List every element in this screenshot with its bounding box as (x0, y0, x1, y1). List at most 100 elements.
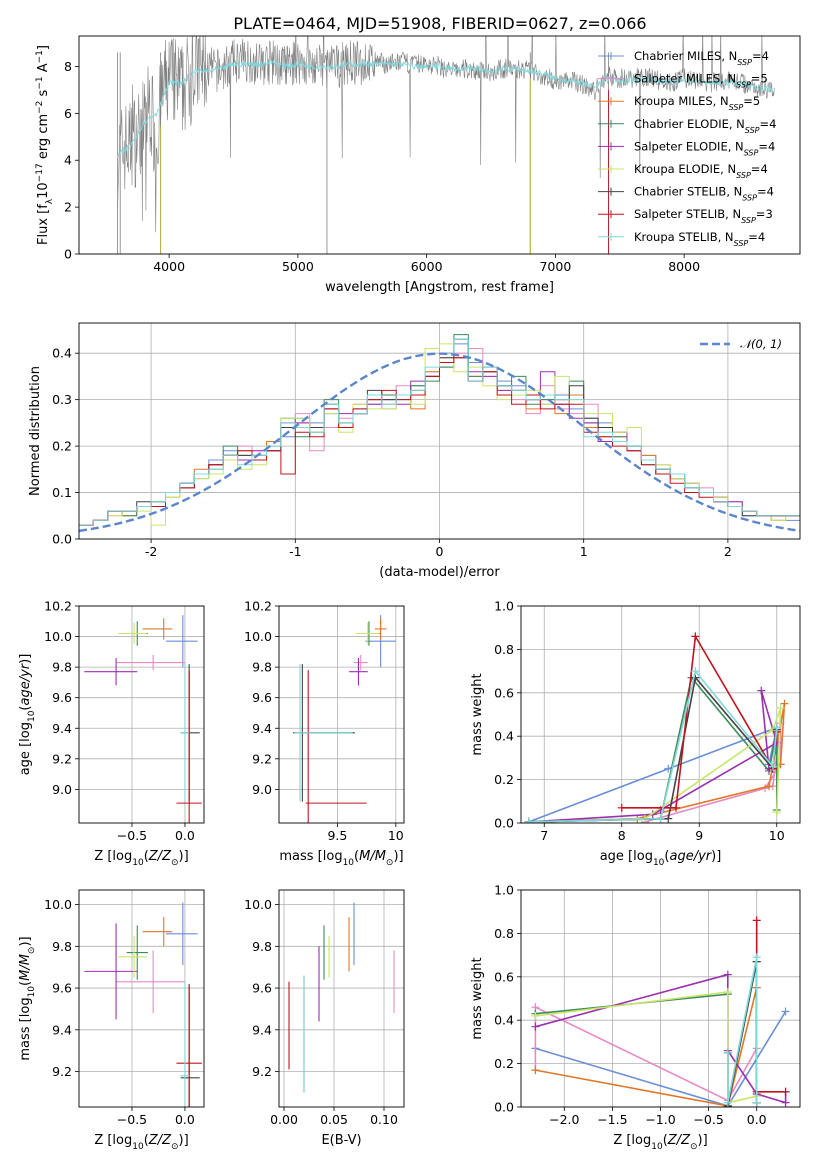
error-cross (165, 902, 198, 966)
error-cross (180, 664, 190, 802)
x-tick-label: −0.5 (117, 1112, 147, 1127)
y-tick-label: 10.0 (44, 897, 72, 912)
y-tick-label: 9.2 (252, 751, 272, 766)
x-tick-label: 9.5 (327, 828, 347, 843)
y-tick-label: 0.3 (52, 392, 72, 407)
y-tick-label: 10.0 (244, 897, 272, 912)
y-tick-label: 10.2 (244, 599, 272, 614)
axes-frame (78, 605, 205, 824)
y-tick-label: 9.0 (52, 782, 72, 797)
x-tick-label: 0.00 (270, 1112, 298, 1127)
y-tick-label: 9.2 (52, 751, 72, 766)
error-cross (142, 618, 173, 640)
y-tick-label: 4 (64, 153, 72, 168)
plot-area-spectrum (117, 36, 775, 254)
y-tick-label: 9.4 (52, 721, 72, 736)
weight-marker (765, 782, 773, 791)
weight-line (528, 690, 778, 823)
y-tick-label: 10.0 (244, 629, 272, 644)
error-cross (118, 935, 147, 978)
y-tick-label: 9.8 (252, 939, 272, 954)
x-tick-label: −2.0 (549, 1112, 579, 1127)
x-tick-label: 7 (540, 828, 548, 843)
panel-residuals: -2 -1 0 1 2 0.0 0.1 0.2 0.3 0.4 (data-model)/error… (28, 322, 801, 580)
weight-marker (723, 970, 732, 979)
x-axis-label: mass [log10(M/M⊙)] (279, 849, 403, 868)
weight-marker (781, 1007, 790, 1016)
x-tick-label: 7000 (539, 259, 571, 274)
y-tick-label: 0.0 (52, 532, 72, 547)
legend-nssp: 4 (768, 139, 775, 153)
x-axis-label: Z [log10(Z/Z⊙)] (94, 1133, 188, 1152)
legend-entry: Salpeter STELIB, NSSP=3 (634, 207, 773, 225)
y-axis-label: Flux [fλ10−17 erg cm−2 s−1 A−1] (35, 45, 55, 245)
weight-marker (531, 1022, 540, 1031)
y-tick-label: 10.2 (44, 599, 72, 614)
histogram-step (79, 357, 800, 526)
legend-nssp: 5 (753, 94, 760, 108)
x-tick-label: 10 (388, 828, 404, 843)
y-tick-label: 9.4 (252, 721, 272, 736)
legend-model-name: Kroupa MILES (634, 94, 713, 108)
error-cross (116, 654, 185, 671)
error-cross (180, 981, 190, 1107)
axes-frame (78, 322, 801, 540)
x-tick-label: 9 (695, 828, 703, 843)
weight-marker (531, 1066, 540, 1075)
legend-entry: Chabrier MILES, NSSP=4 (634, 49, 769, 67)
histogram-step (79, 338, 800, 526)
y-tick-label: 0.2 (52, 439, 72, 454)
y-tick-label: 0.8 (494, 642, 514, 657)
y-tick-label: 9.4 (52, 1022, 72, 1037)
x-tick-label: 4000 (153, 259, 185, 274)
x-tick-label: -1 (289, 544, 301, 559)
axes-frame (78, 35, 801, 255)
y-tick-label: 1.0 (494, 883, 514, 898)
plot-area-age-vs-mass (293, 615, 396, 823)
plot-area-mass-vs-Z (84, 902, 202, 1107)
weight-marker (752, 953, 761, 962)
panel-age-vs-Z: −0.5 0.0 9.0 9.2 9.4 9.6 9.8 10.0 10.2 Z [log10(Z… (18, 599, 205, 868)
y-axis-label: Normed distribution (28, 366, 43, 496)
weight-marker (780, 699, 789, 708)
weight-marker (781, 1087, 790, 1096)
x-tick-label: 5000 (282, 259, 314, 274)
x-tick-label: 8000 (668, 259, 700, 274)
plot-area-residuals (79, 334, 800, 533)
weight-marker (776, 703, 785, 712)
legend-model-name: Chabrier ELODIE (634, 117, 729, 131)
panel-mass-vs-Z: −0.5 0.0 9.2 9.4 9.6 9.8 10.0 Z [log10(Z/Z⊙)] ma… (18, 889, 205, 1152)
legend-nssp: 4 (762, 49, 769, 63)
weight-marker (664, 814, 673, 823)
error-cross (349, 657, 368, 686)
error-cross (84, 923, 138, 1020)
legend-nssp: 5 (760, 72, 767, 86)
legend-entry: Chabrier ELODIE, NSSP=4 (634, 117, 776, 135)
error-cross (165, 615, 198, 668)
weight-marker (757, 686, 766, 695)
error-cross (84, 657, 138, 686)
weight-line (528, 726, 778, 823)
spectrum-model-line (117, 59, 775, 158)
weight-marker (656, 814, 665, 823)
weight-marker (723, 1098, 732, 1107)
weight-marker (672, 803, 680, 812)
panel-age-vs-mass: 9.5 10 9.0 9.2 9.4 9.6 9.8 10.0 10.2 mass [log10(… (244, 599, 405, 868)
axes-frame (278, 889, 405, 1108)
x-tick-label: 8 (618, 828, 626, 843)
weight-marker (691, 667, 700, 676)
x-tick-label: 0.0 (175, 1112, 195, 1127)
y-tick-label: 0.4 (52, 346, 72, 361)
x-axis-label: E(B-V) (321, 1133, 361, 1148)
panel-weight-vs-Z: −2.0 −1.5 −1.0 −0.5 0.0 0.0 0.2 0.4 0.6 0.8 1.0 Z [… (470, 883, 801, 1152)
plot-area-weight-vs-Z (531, 916, 790, 1107)
error-cross (142, 917, 173, 947)
plot-area-age-vs-Z (84, 615, 202, 823)
panel-spectrum: 4000 5000 6000 7000 8000 0 2 4 6 8 wavelength [Ang… (35, 35, 801, 295)
legend-nssp: 3 (765, 207, 772, 221)
weight-marker (752, 916, 761, 925)
x-axis-label: Z [log10(Z/Z⊙)] (613, 1133, 707, 1152)
y-tick-label: 0.8 (494, 926, 514, 941)
y-axis-label: mass weight (470, 673, 485, 755)
y-tick-label: 0 (64, 247, 72, 262)
